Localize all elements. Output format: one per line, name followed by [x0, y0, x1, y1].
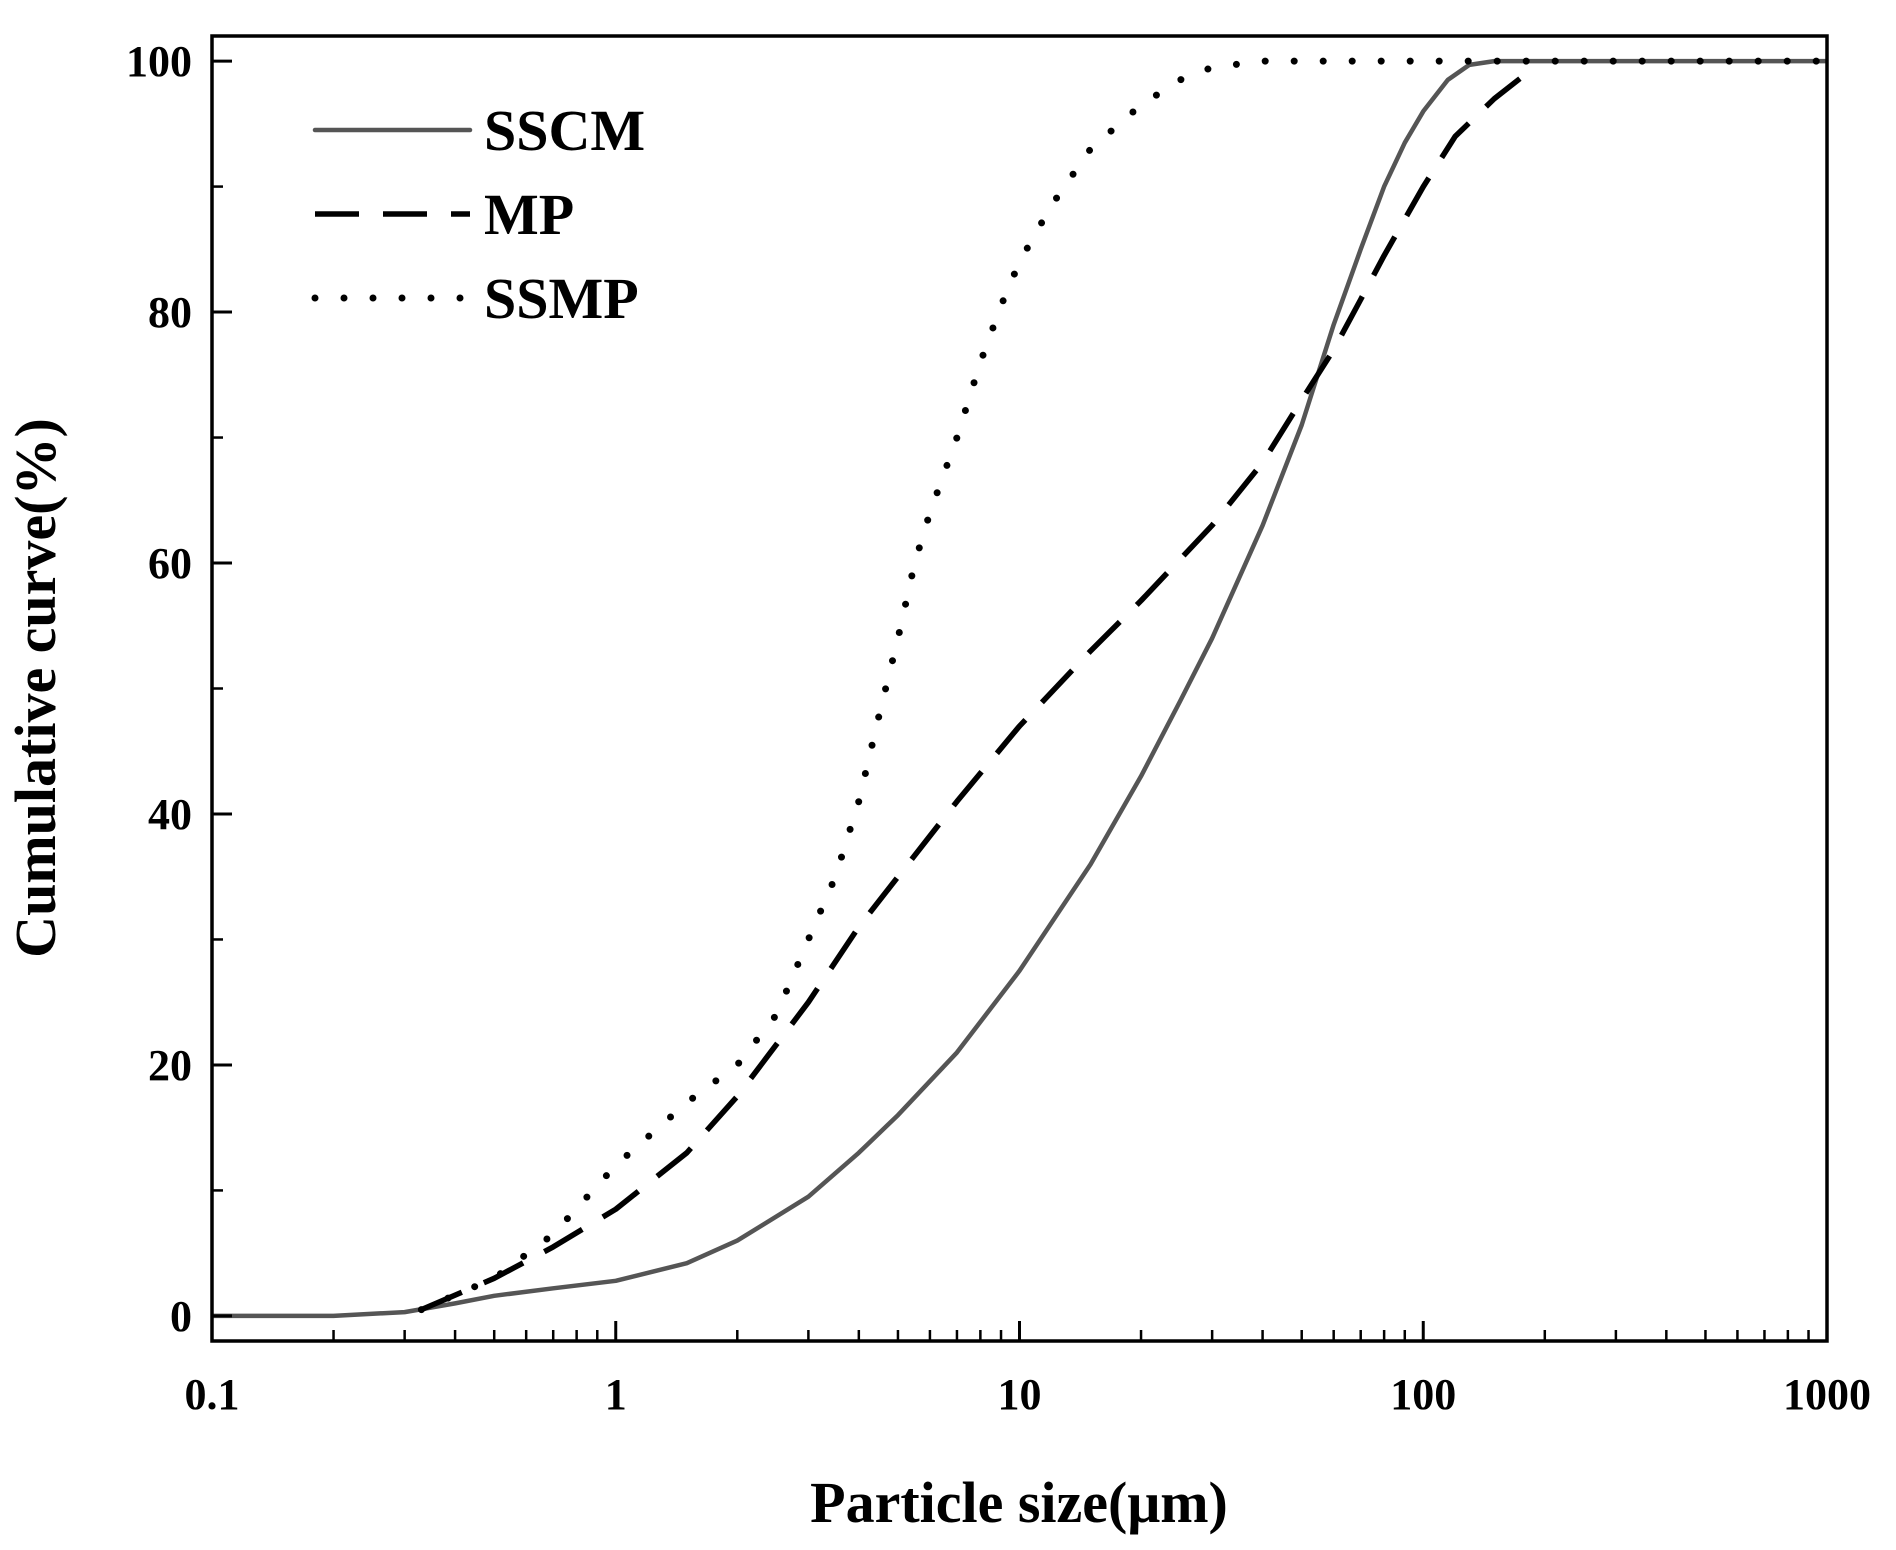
legend-label-ssmp: SSMP	[484, 266, 639, 331]
series-line-ssmp	[417, 57, 1827, 1314]
legend-label-mp: MP	[484, 182, 574, 247]
y-tick-label: 40	[148, 790, 192, 839]
x-axis-title: Particle size(μm)	[810, 1470, 1228, 1535]
x-axis-tick-labels: 0.1 1 10 100 1000	[185, 1370, 1872, 1419]
plot-frame	[210, 34, 1829, 1343]
y-axis-title: Cumulative curve(%)	[3, 418, 68, 958]
y-tick-label: 80	[148, 288, 192, 337]
series-line-mp	[420, 71, 1528, 1313]
x-axis-ticks	[210, 1321, 1829, 1341]
x-tick-label: 1	[605, 1370, 627, 1419]
y-tick-label: 20	[148, 1041, 192, 1090]
y-tick-label: 100	[126, 37, 192, 86]
x-tick-label: 1000	[1783, 1370, 1871, 1419]
y-axis-ticks	[212, 59, 232, 1318]
y-tick-label: 60	[148, 539, 192, 588]
x-tick-label: 0.1	[185, 1370, 240, 1419]
y-axis-tick-labels: 0 20 40 60 80 100	[126, 37, 192, 1341]
y-tick-label: 0	[170, 1292, 192, 1341]
series-line-sscm	[212, 58, 1827, 1319]
x-tick-label: 100	[1390, 1370, 1456, 1419]
legend-label-sscm: SSCM	[484, 98, 645, 163]
legend: SSCM MP SSMP	[311, 98, 645, 331]
x-tick-label: 10	[998, 1370, 1042, 1419]
series-layer	[212, 57, 1827, 1319]
